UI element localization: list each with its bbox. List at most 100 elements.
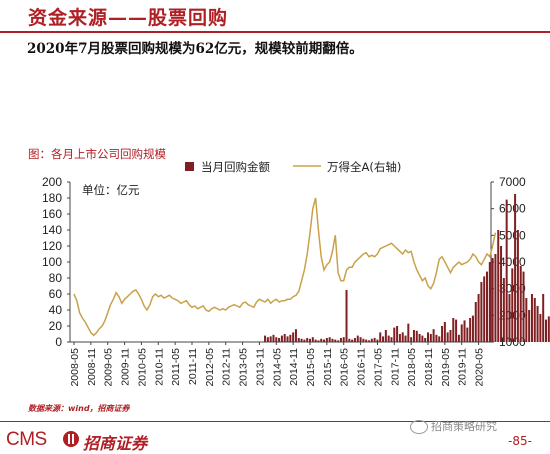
- buyback-bar: [497, 230, 500, 342]
- x-tick-label: 2017-11: [389, 348, 401, 386]
- buyback-bar: [401, 332, 404, 342]
- buyback-chart: 0204060801001201401601802001000200030004…: [42, 160, 550, 387]
- buyback-bar: [339, 338, 342, 342]
- x-tick-label: 2010-11: [153, 348, 165, 386]
- buyback-bar: [334, 339, 337, 342]
- x-tick-label: 2019-05: [440, 348, 452, 387]
- y-right-tick-label: 6000: [499, 202, 526, 216]
- buyback-bar: [368, 340, 370, 342]
- buyback-bar: [488, 262, 491, 342]
- buyback-bar: [542, 294, 545, 342]
- buyback-bar: [530, 294, 533, 342]
- buyback-bar: [328, 337, 331, 342]
- y-left-tick-label: 20: [49, 319, 63, 333]
- buyback-bar: [317, 340, 320, 342]
- x-tick-label: 2018-05: [406, 348, 418, 387]
- buyback-bar: [300, 338, 303, 342]
- x-tick-label: 2011-05: [170, 348, 182, 386]
- buyback-bar: [266, 337, 269, 342]
- buyback-bar: [351, 339, 354, 342]
- x-tick-label: 2009-05: [103, 348, 115, 387]
- buyback-bar: [429, 334, 432, 342]
- wechat-icon: [410, 420, 428, 434]
- buyback-bar: [522, 271, 525, 342]
- buyback-bar: [272, 334, 275, 342]
- y-right-tick-label: 7000: [499, 175, 526, 189]
- x-tick-label: 2013-05: [238, 348, 250, 387]
- buyback-bar: [511, 268, 514, 342]
- buyback-bar: [480, 282, 483, 342]
- y-left-tick-label: 200: [42, 175, 62, 189]
- x-tick-label: 2015-11: [322, 348, 334, 386]
- buyback-bar: [320, 338, 323, 342]
- x-tick-label: 2014-11: [288, 348, 300, 386]
- buyback-bar: [325, 338, 328, 342]
- buyback-bar: [435, 334, 438, 342]
- buyback-bar: [446, 332, 449, 342]
- buyback-bar: [471, 315, 474, 342]
- buyback-bar: [469, 318, 472, 342]
- buyback-bar: [410, 337, 413, 342]
- buyback-bar: [455, 319, 458, 342]
- x-tick-label: 2010-05: [136, 348, 148, 387]
- buyback-bar: [280, 335, 283, 342]
- buyback-bar: [373, 338, 376, 342]
- buyback-bar: [283, 334, 286, 342]
- buyback-bar: [505, 199, 508, 342]
- unit-label: 单位：亿元: [82, 183, 140, 197]
- buyback-bar: [463, 320, 466, 342]
- buyback-bar: [382, 336, 385, 342]
- buyback-bar: [264, 335, 267, 342]
- buyback-bar: [353, 338, 356, 342]
- title-divider: [0, 31, 550, 33]
- buyback-bar: [525, 298, 528, 342]
- buyback-bar: [289, 334, 292, 342]
- buyback-bar: [356, 335, 359, 342]
- wind-a-index-line: [73, 197, 497, 337]
- buyback-bar: [365, 339, 368, 342]
- buyback-bar: [269, 336, 272, 342]
- buyback-bar: [452, 318, 455, 342]
- buyback-bar: [427, 332, 429, 342]
- buyback-bar: [404, 335, 407, 342]
- x-tick-label: 2016-11: [356, 348, 368, 386]
- buyback-bar: [432, 329, 435, 342]
- buyback-bar: [466, 327, 469, 342]
- x-tick-label: 2008-05: [69, 348, 81, 387]
- page-subtitle: 2020年7月股票回购规模为62亿元，规模较前期翻倍。: [27, 41, 363, 57]
- buyback-bar: [547, 316, 550, 342]
- x-tick-label: 2013-11: [254, 348, 266, 386]
- page-title: 资金来源——股票回购: [28, 7, 229, 29]
- y-left-tick-label: 180: [42, 191, 62, 205]
- buyback-bar: [528, 310, 531, 342]
- buyback-bar: [486, 271, 488, 342]
- buyback-bar: [396, 326, 399, 342]
- buyback-bar: [376, 339, 379, 342]
- buyback-bar: [348, 338, 351, 342]
- y-left-tick-label: 80: [49, 271, 63, 285]
- buyback-bar: [483, 276, 486, 342]
- buyback-bar: [539, 314, 542, 342]
- buyback-bar: [306, 338, 309, 342]
- y-left-tick-label: 0: [55, 335, 62, 349]
- buyback-bar: [292, 332, 295, 342]
- buyback-bar: [379, 332, 382, 342]
- buyback-bar: [500, 246, 503, 342]
- page-number: -85-: [508, 434, 532, 448]
- buyback-bar: [477, 294, 480, 342]
- buyback-bar: [311, 337, 314, 342]
- chart-caption: 图：各月上市公司回购规模: [28, 147, 166, 161]
- x-tick-label: 2015-05: [305, 348, 317, 387]
- y-left-tick-label: 160: [42, 207, 62, 221]
- buyback-bar: [424, 338, 427, 342]
- buyback-bar: [387, 335, 390, 342]
- logo-text: CMS: [6, 429, 47, 450]
- buyback-bar: [502, 278, 505, 342]
- buyback-bar: [449, 330, 452, 342]
- x-tick-label: 2016-05: [339, 348, 351, 387]
- y-left-tick-label: 100: [42, 255, 62, 269]
- y-left-tick-label: 120: [42, 239, 62, 253]
- buyback-bar: [362, 338, 365, 342]
- x-tick-label: 2014-05: [271, 348, 283, 387]
- buyback-bar: [345, 290, 348, 342]
